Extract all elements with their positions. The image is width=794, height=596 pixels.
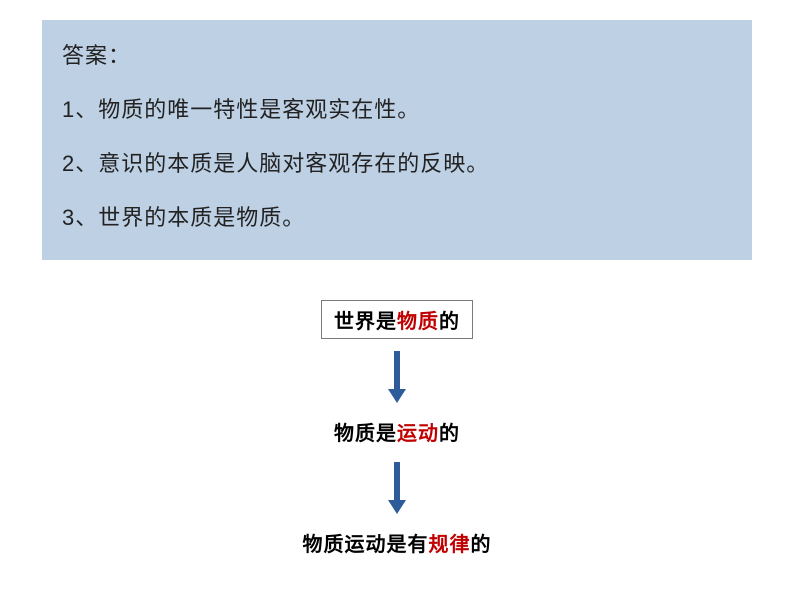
flowchart-node-1: 世界是物质的 [321, 300, 473, 339]
node2-part2: 运动 [397, 423, 439, 445]
answer-line-2: 2、意识的本质是人脑对客观存在的反映。 [62, 146, 732, 178]
flowchart-node-2: 物质是运动的 [322, 413, 472, 450]
flowchart-node-3: 物质运动是有规律的 [291, 524, 504, 561]
answer-title: 答案： [62, 38, 732, 70]
node1-part3: 的 [439, 311, 460, 333]
answer-line-1: 1、物质的唯一特性是客观实在性。 [62, 92, 732, 124]
answer-box: 答案： 1、物质的唯一特性是客观实在性。 2、意识的本质是人脑对客观存在的反映。… [42, 20, 752, 260]
flowchart-diagram: 世界是物质的 物质是运动的 物质运动是有规律的 [0, 300, 794, 561]
node2-part1: 物质是 [334, 423, 397, 445]
node1-part2: 物质 [397, 311, 439, 333]
node3-part3: 的 [471, 534, 492, 556]
node2-part3: 的 [439, 423, 460, 445]
node1-part1: 世界是 [334, 311, 397, 333]
node3-part1: 物质运动是有 [303, 534, 429, 556]
answer-line-3: 3、世界的本质是物质。 [62, 200, 732, 232]
flowchart-arrow-2 [387, 462, 407, 514]
node3-part2: 规律 [429, 534, 471, 556]
flowchart-arrow-1 [387, 351, 407, 403]
